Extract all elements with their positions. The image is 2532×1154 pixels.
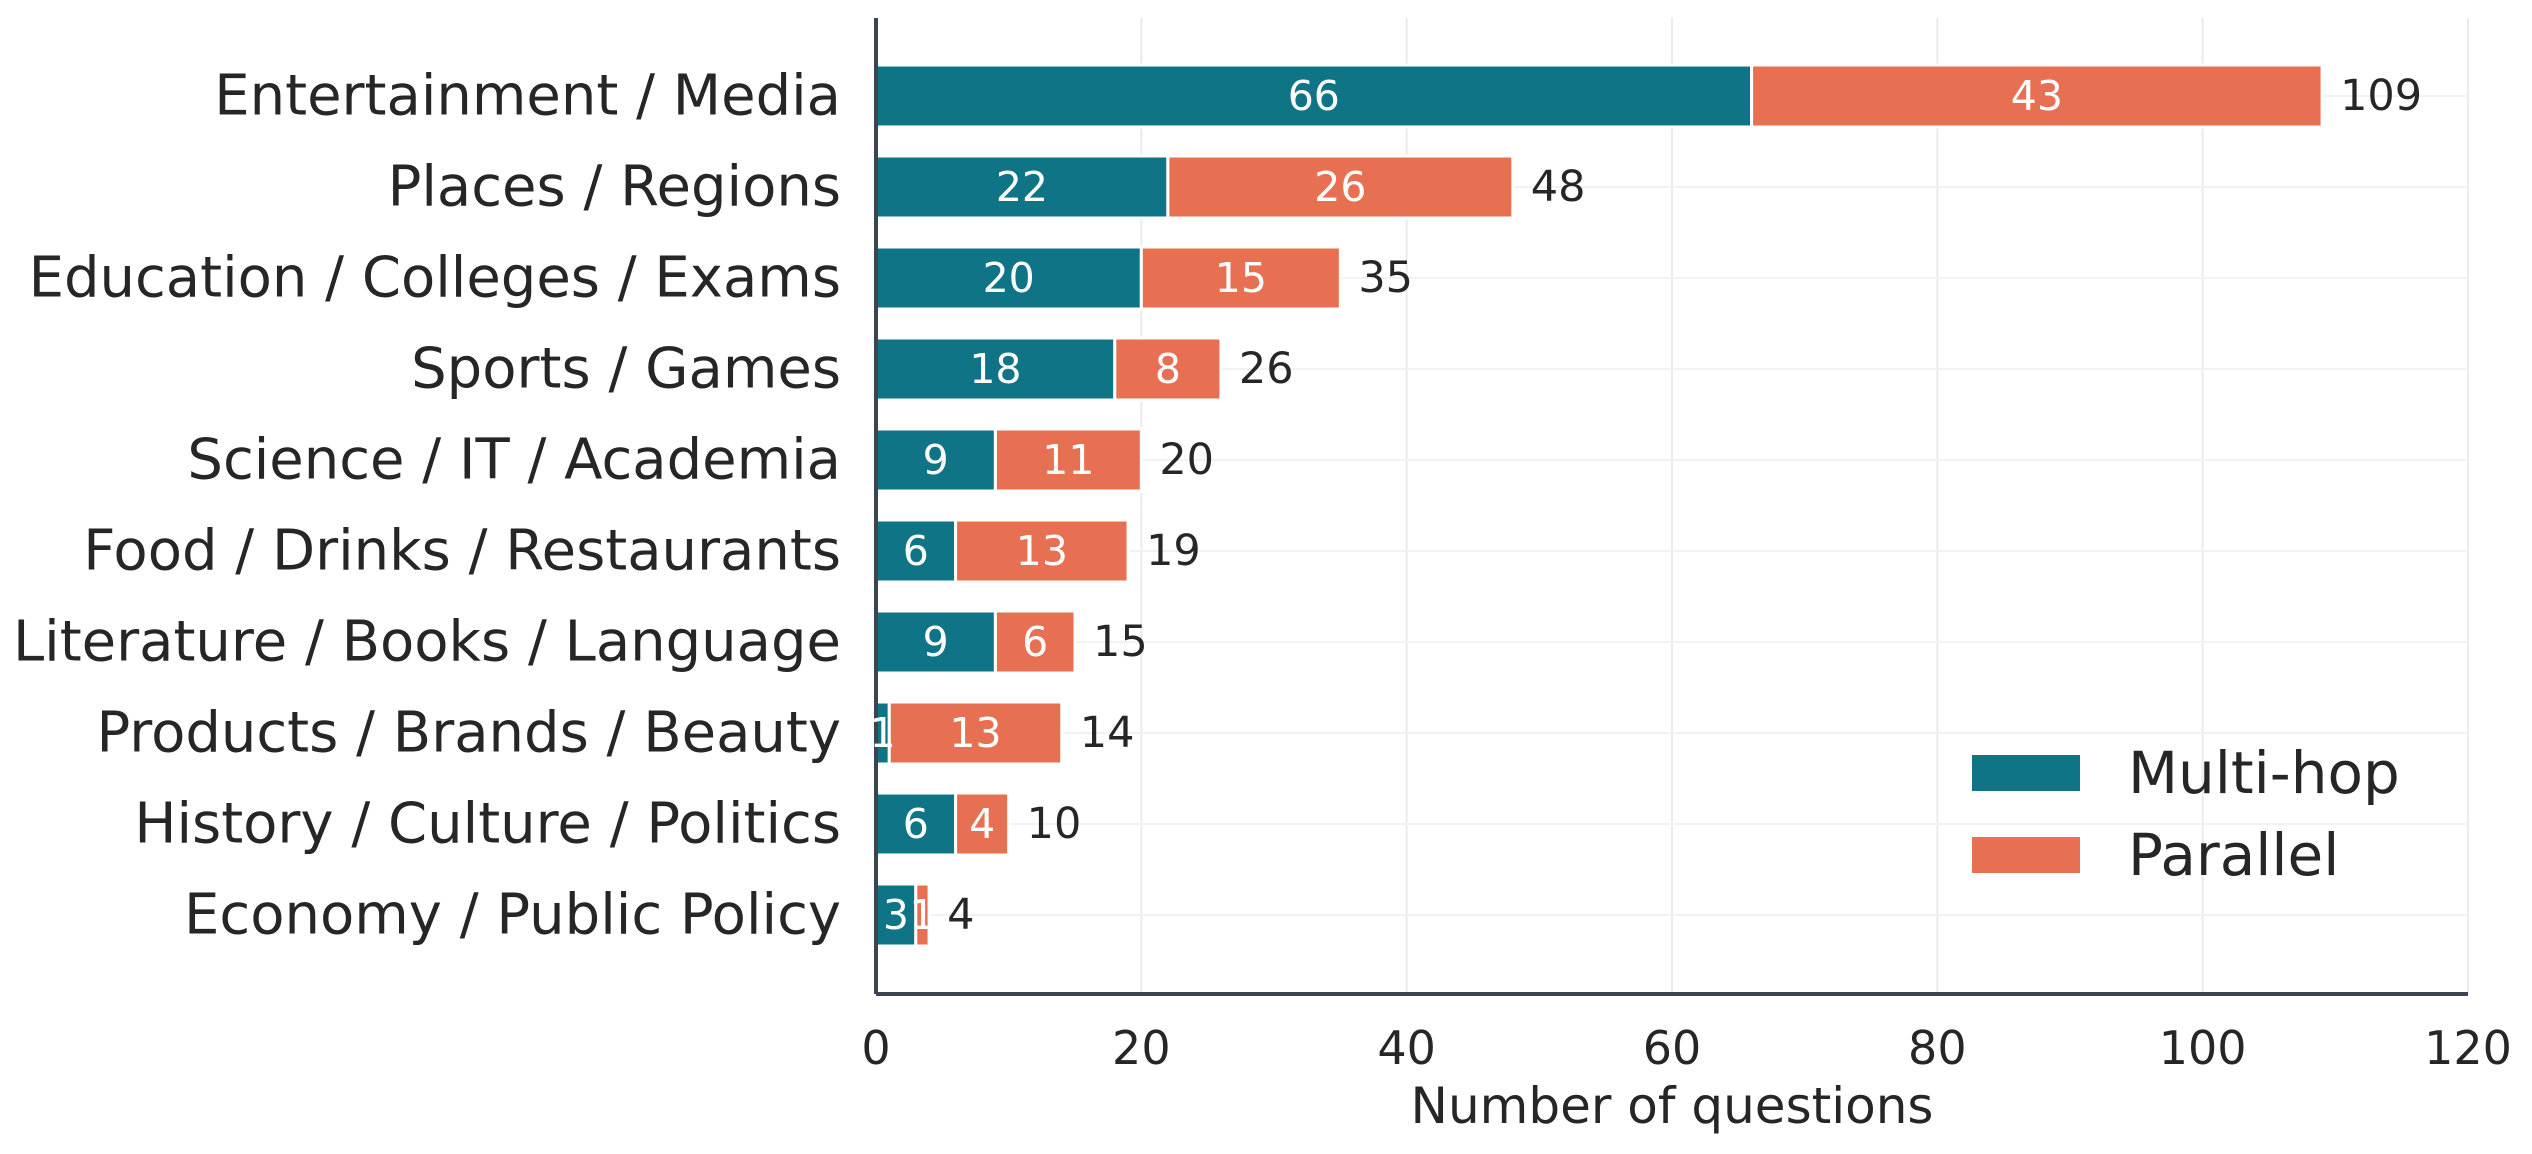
bar-value-label-parallel-history-culture-politics: 4 <box>969 800 995 848</box>
bar-value-label-parallel-products-brands-beauty: 13 <box>949 709 1001 757</box>
x-tick-label-120: 120 <box>2424 1021 2512 1075</box>
bar-value-label-parallel-literature-books-language: 6 <box>1022 618 1048 666</box>
category-label-sports-games: Sports / Games <box>411 337 841 402</box>
category-label-entertainment-media: Entertainment / Media <box>214 64 841 129</box>
bar-value-label-multi-hop-science-it-academia: 9 <box>923 436 949 484</box>
bar-multi-hop-entertainment-media <box>874 63 1754 129</box>
category-label-economy-public-policy: Economy / Public Policy <box>184 883 841 948</box>
bar-multi-hop-places-regions <box>874 154 1170 220</box>
bar-value-label-multi-hop-sports-games: 18 <box>969 345 1021 393</box>
bar-value-label-multi-hop-entertainment-media: 66 <box>1288 72 1340 120</box>
bar-parallel-entertainment-media <box>1750 63 2324 129</box>
total-label-sports-games: 26 <box>1239 344 1294 394</box>
bar-parallel-products-brands-beauty <box>887 700 1064 766</box>
bars <box>874 63 2324 948</box>
bar-value-label-multi-hop-education-colleges-exams: 20 <box>983 254 1035 302</box>
category-label-science-it-academia: Science / IT / Academia <box>187 428 841 493</box>
x-tick-label-80: 80 <box>1908 1021 1967 1075</box>
bar-value-label-parallel-sports-games: 8 <box>1155 345 1181 393</box>
total-label-entertainment-media: 109 <box>2340 71 2422 121</box>
bar-parallel-history-culture-politics <box>954 791 1011 857</box>
bar-value-label-parallel-entertainment-media: 43 <box>2011 72 2063 120</box>
x-tick-label-0: 0 <box>861 1021 890 1075</box>
bar-parallel-places-regions <box>1166 154 1515 220</box>
total-label-education-colleges-exams: 35 <box>1358 253 1413 303</box>
legend: Multi-hop Parallel <box>1972 739 2400 889</box>
legend-label-parallel: Parallel <box>2128 821 2339 889</box>
bar-parallel-food-drinks-restaurants <box>954 518 1130 584</box>
bar-multi-hop-science-it-academia <box>874 427 997 493</box>
total-label-products-brands-beauty: 14 <box>1080 708 1135 758</box>
bar-value-label-multi-hop-products-brands-beauty: 1 <box>870 709 896 757</box>
bar-value-label-parallel-science-it-academia: 11 <box>1042 436 1094 484</box>
total-label-places-regions: 48 <box>1531 162 1586 212</box>
bar-value-label-parallel-economy-public-policy: 1 <box>909 891 935 939</box>
category-label-food-drinks-restaurants: Food / Drinks / Restaurants <box>83 519 841 584</box>
x-tick-label-100: 100 <box>2159 1021 2247 1075</box>
category-label-literature-books-language: Literature / Books / Language <box>13 610 841 675</box>
category-label-history-culture-politics: History / Culture / Politics <box>134 792 841 857</box>
bar-multi-hop-food-drinks-restaurants <box>874 518 958 584</box>
bar-value-label-multi-hop-economy-public-policy: 3 <box>883 891 909 939</box>
bar-parallel-economy-public-policy <box>914 882 931 948</box>
total-label-science-it-academia: 20 <box>1159 435 1214 485</box>
category-label-products-brands-beauty: Products / Brands / Beauty <box>97 701 842 766</box>
bar-value-label-parallel-places-regions: 26 <box>1314 163 1366 211</box>
bar-parallel-education-colleges-exams <box>1139 245 1342 311</box>
total-label-literature-books-language: 15 <box>1093 617 1148 667</box>
bar-parallel-science-it-academia <box>993 427 1143 493</box>
category-label-education-colleges-exams: Education / Colleges / Exams <box>29 246 841 311</box>
category-label-places-regions: Places / Regions <box>388 155 841 220</box>
x-axis-title: Number of questions <box>1411 1077 1934 1135</box>
legend-label-multi-hop: Multi-hop <box>2128 739 2400 807</box>
bar-parallel-literature-books-language <box>993 609 1077 675</box>
x-tick-label-60: 60 <box>1643 1021 1702 1075</box>
total-label-economy-public-policy: 4 <box>947 890 974 940</box>
bar-value-label-multi-hop-places-regions: 22 <box>996 163 1048 211</box>
total-label-history-culture-politics: 10 <box>1027 799 1082 849</box>
legend-swatch-parallel <box>1972 837 2080 873</box>
bar-value-label-multi-hop-history-culture-politics: 6 <box>903 800 929 848</box>
bar-value-label-multi-hop-food-drinks-restaurants: 6 <box>903 527 929 575</box>
bar-parallel-sports-games <box>1113 336 1223 402</box>
legend-swatch-multi-hop <box>1972 755 2080 791</box>
bar-value-label-multi-hop-literature-books-language: 9 <box>923 618 949 666</box>
x-tick-label-40: 40 <box>1377 1021 1436 1075</box>
bar-value-label-parallel-education-colleges-exams: 15 <box>1215 254 1267 302</box>
bar-value-label-parallel-food-drinks-restaurants: 13 <box>1016 527 1068 575</box>
total-label-food-drinks-restaurants: 19 <box>1146 526 1201 576</box>
x-tick-label-20: 20 <box>1112 1021 1171 1075</box>
